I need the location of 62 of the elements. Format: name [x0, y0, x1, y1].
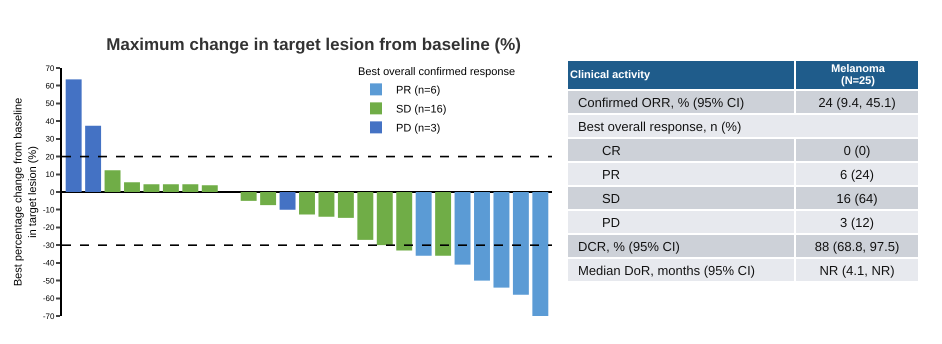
bar	[532, 192, 548, 316]
bar	[260, 192, 276, 206]
y-tick-label: -50	[42, 276, 55, 286]
bar	[162, 184, 179, 192]
bar	[85, 126, 102, 192]
bar	[454, 192, 471, 265]
y-tick-label: 50	[45, 99, 55, 108]
y-tick-label: -40	[42, 258, 55, 268]
y-tick-label: -20	[42, 223, 55, 232]
text: PD	[602, 214, 620, 230]
legend-label: PR (n=6)	[396, 84, 440, 97]
bar	[435, 192, 452, 256]
bar	[396, 192, 412, 250]
y-axis-title: Best percentage change from baseline in target lesion (%)	[12, 98, 39, 286]
y-tick-label: -30	[42, 240, 55, 250]
bar	[416, 192, 432, 256]
y-tick-label: 10	[45, 170, 55, 180]
y-tick-label: 20	[45, 152, 55, 162]
text: PR	[602, 166, 620, 182]
bar	[124, 182, 140, 192]
bar	[299, 192, 315, 214]
y-tick-label: 0	[50, 188, 55, 197]
bar	[357, 192, 374, 240]
y-tick-label: 40	[45, 116, 55, 126]
text: SD	[602, 190, 620, 206]
text: 3 (12)	[840, 214, 874, 230]
text: CR	[602, 142, 621, 158]
bar	[280, 192, 296, 210]
bar	[338, 192, 354, 218]
bar	[182, 184, 198, 192]
bar	[240, 192, 257, 201]
text: 6 (24)	[840, 166, 874, 182]
y-tick-label: 70	[45, 64, 55, 73]
bar	[318, 192, 334, 217]
bar	[512, 192, 529, 295]
y-tick-label: -10	[42, 206, 55, 215]
y-tick-label: -70	[42, 312, 55, 321]
y-tick-label: -60	[42, 294, 55, 304]
bar	[104, 170, 121, 192]
legend-label: PD (n=3)	[396, 122, 440, 135]
legend-title: Best overall confirmed response	[358, 66, 516, 78]
bar	[376, 192, 393, 246]
chart-title: Maximum change in target lesion from baseline (%)	[106, 34, 521, 54]
bar	[474, 192, 490, 281]
text: Melanoma (N=25)	[831, 63, 885, 87]
text: 24 (9.4, 45.1)	[818, 94, 896, 110]
text: 88 (68.8, 97.5)	[814, 238, 900, 254]
text: 16 (64)	[836, 190, 878, 206]
y-tick-label: 30	[45, 134, 55, 144]
bar	[202, 185, 218, 192]
text: DCR, % (95% CI)	[578, 238, 680, 254]
bar	[493, 192, 510, 288]
text: Median DoR, months (95% CI)	[578, 262, 756, 278]
text: Confirmed ORR, % (95% CI)	[578, 94, 744, 110]
legend-label: SD (n=16)	[396, 104, 446, 116]
text: 0 (0)	[844, 142, 870, 158]
text: Best overall response, n (%)	[578, 118, 742, 134]
bar	[66, 79, 82, 192]
y-tick-label: 60	[45, 82, 55, 91]
text: NR (4.1, NR)	[819, 262, 895, 278]
text: Clinical activity	[570, 69, 650, 81]
bar	[143, 184, 160, 192]
